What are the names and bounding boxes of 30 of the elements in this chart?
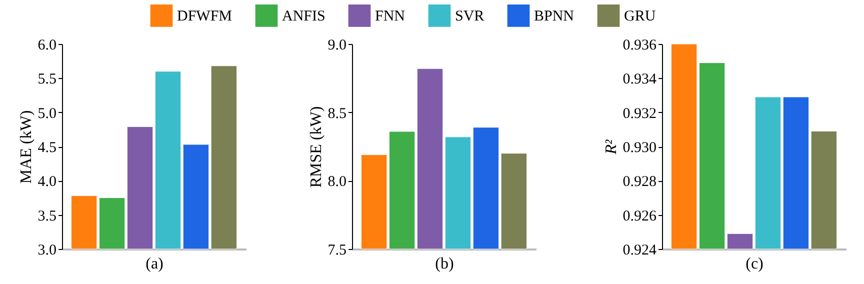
y-tick-label: 0.924 [622, 242, 657, 258]
y-axis-title: RMSE (kW) [308, 106, 325, 188]
y-tick-label: 0.932 [622, 106, 656, 122]
legend-label: SVR [455, 8, 484, 25]
y-axis-title: R² [602, 138, 620, 156]
y-tick-label: 5.0 [38, 106, 56, 122]
y-tick-label: 0.930 [622, 140, 656, 156]
y-tick-label: 8.0 [328, 174, 346, 190]
y-tick-label: 0.936 [622, 38, 657, 54]
y-tick-label: 7.5 [328, 242, 346, 258]
x-axis-title: (b) [435, 256, 454, 272]
y-tick-label: 3.5 [38, 208, 56, 224]
legend-label: ANFIS [282, 8, 326, 25]
x-axis-title: (c) [746, 256, 764, 272]
y-tick-label: 6.0 [38, 38, 56, 54]
y-tick-label: 4.0 [38, 174, 56, 190]
y-tick-label: 0.928 [622, 174, 656, 190]
legend-label: GRU [624, 8, 656, 25]
y-tick-label: 0.934 [622, 72, 657, 88]
y-tick-label: 3.0 [38, 242, 56, 258]
y-tick-label: 9.0 [328, 38, 346, 54]
legend-label: FNN [375, 8, 406, 25]
legend-label: BPNN [534, 8, 574, 25]
legend-label: DFWFM [177, 8, 232, 25]
y-tick-label: 8.5 [328, 106, 346, 122]
y-axis-title: MAE (kW) [18, 110, 35, 184]
x-axis-title: (a) [146, 256, 164, 272]
y-tick-label: 5.5 [38, 72, 56, 88]
y-tick-label: 0.926 [622, 208, 657, 224]
y-tick-label: 4.5 [38, 140, 56, 156]
